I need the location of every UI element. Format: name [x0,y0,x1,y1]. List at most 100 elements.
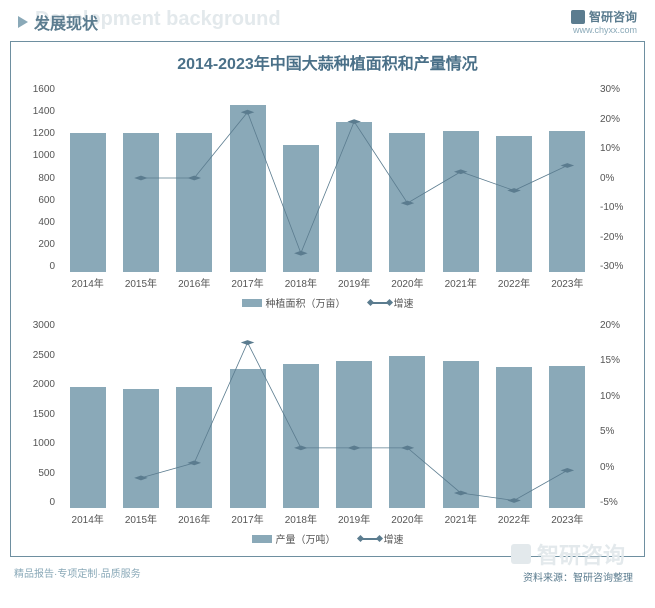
brand-name: 智研咨询 [589,8,637,25]
x-tick: 2014年 [72,511,104,526]
y-right-tick: -5% [600,497,634,508]
main-title: 2014-2023年中国大蒜种植面积和产量情况 [15,50,640,74]
x-tick: 2018年 [285,275,317,290]
chart-top-x-labels: 2014年2015年2016年2017年2018年2019年2020年2021年… [61,275,594,290]
chart-top-bars [61,84,594,272]
y-right-tick: 10% [600,143,634,154]
chart-bottom-plot [61,320,594,508]
legend-bar-top: 种植面积（万亩） [242,295,346,310]
y-left-tick: 1200 [21,128,55,139]
bar [123,389,159,508]
watermark: 智研咨询 [511,538,625,570]
legend-bar-swatch-icon [242,299,262,307]
bar [230,369,266,508]
watermark-text: 智研咨询 [537,538,625,570]
y-left-tick: 3000 [21,320,55,331]
chart-top-plot [61,84,594,272]
y-left-tick: 1000 [21,438,55,449]
x-tick: 2015年 [125,511,157,526]
header-left: 发展现状 [18,10,98,34]
x-tick: 2015年 [125,275,157,290]
x-tick: 2020年 [391,511,423,526]
bar [496,136,532,272]
y-right-tick: 10% [600,391,634,402]
chart-container: 2014-2023年中国大蒜种植面积和产量情况 1600 1400 1200 1000… [10,41,645,557]
y-left-tick: 500 [21,468,55,479]
x-tick: 2017年 [231,275,263,290]
brand-logo-icon [571,10,585,24]
legend-bar-label: 产量（万吨） [276,531,336,546]
y-left-tick: 0 [21,497,55,508]
y-right-tick: 15% [600,355,634,366]
legend-line-bottom: 增速 [360,531,404,546]
x-tick: 2019年 [338,511,370,526]
source-text: 资料来源：智研咨询整理 [523,569,633,584]
y-right-tick: -20% [600,232,634,243]
bar [443,131,479,272]
chart-bottom-x-labels: 2014年 2015年 2016年 2017年 2018年 2019年 2020年 2021年… [61,511,594,526]
bar [443,361,479,508]
y-left-tick: 600 [21,195,55,206]
y-left-tick: 400 [21,217,55,228]
bar [389,133,425,272]
header-right: 智研咨询 www.chyxx.com [571,8,637,35]
y-right-tick: -30% [600,261,634,272]
x-tick: 2023年 [551,275,583,290]
legend-bar-swatch-icon [252,535,272,543]
bar [549,366,585,508]
y-right-tick: 30% [600,84,634,95]
legend-line-top: 增速 [370,295,414,310]
y-left-tick: 1600 [21,84,55,95]
x-tick: 2021年 [445,511,477,526]
y-left-tick: 2500 [21,350,55,361]
y-right-tick: 0% [600,462,634,473]
legend-bar-bottom: 产量（万吨） [252,531,336,546]
bar [283,145,319,272]
watermark-logo-icon [511,544,531,564]
bar [176,387,212,508]
bar [496,367,532,508]
y-left-tick: 1500 [21,409,55,420]
chart-top-legend: 种植面积（万亩） 增速 [21,295,634,310]
bar [283,364,319,508]
x-tick: 2022年 [498,275,530,290]
x-tick: 2021年 [445,275,477,290]
x-tick: 2017年 [231,511,263,526]
x-tick: 2019年 [338,275,370,290]
bar [70,133,106,272]
y-right-tick: 20% [600,320,634,331]
y-left-tick: 200 [21,239,55,250]
bar [123,133,159,272]
y-left-tick: 1400 [21,106,55,117]
chart-bottom: 300025002000150010005000 20%15%10%5%0%-5… [21,316,634,548]
y-left-tick: 1000 [21,150,55,161]
x-tick: 2023年 [551,511,583,526]
y-left-tick: 800 [21,173,55,184]
legend-line-label: 增速 [394,295,414,310]
chart-bottom-bars [61,320,594,508]
legend-line-swatch-icon [370,302,390,304]
y-left-tick: 0 [21,261,55,272]
arrow-right-icon [18,16,28,28]
y-right-tick: 0% [600,173,634,184]
legend-line-swatch-icon [360,538,380,540]
bar [549,131,585,272]
brand-url: www.chyxx.com [571,25,637,35]
header-title: 发展现状 [34,10,98,34]
chart-bottom-y-left: 300025002000150010005000 [21,320,59,508]
chart-top-y-right: 30%20%10%0%-10%-20%-30% [596,84,634,272]
y-right-tick: 5% [600,426,634,437]
chart-bottom-y-right: 20% 15% 10% 5% 0% -5% [596,320,634,508]
bar [336,361,372,508]
page-header: Development background 发展现状 智研咨询 www.chy… [0,0,655,39]
legend-line-label: 增速 [384,531,404,546]
x-tick: 2020年 [391,275,423,290]
x-tick: 2022年 [498,511,530,526]
bar [389,356,425,508]
chart-top-y-left: 1600 1400 1200 1000 800 600 400 200 0 [21,84,59,272]
x-tick: 2016年 [178,511,210,526]
legend-bar-label: 种植面积（万亩） [266,295,346,310]
chart-top: 16001400120010008006004002000 30%20%10%0… [21,80,634,312]
x-tick: 2018年 [285,511,317,526]
bar [70,387,106,508]
